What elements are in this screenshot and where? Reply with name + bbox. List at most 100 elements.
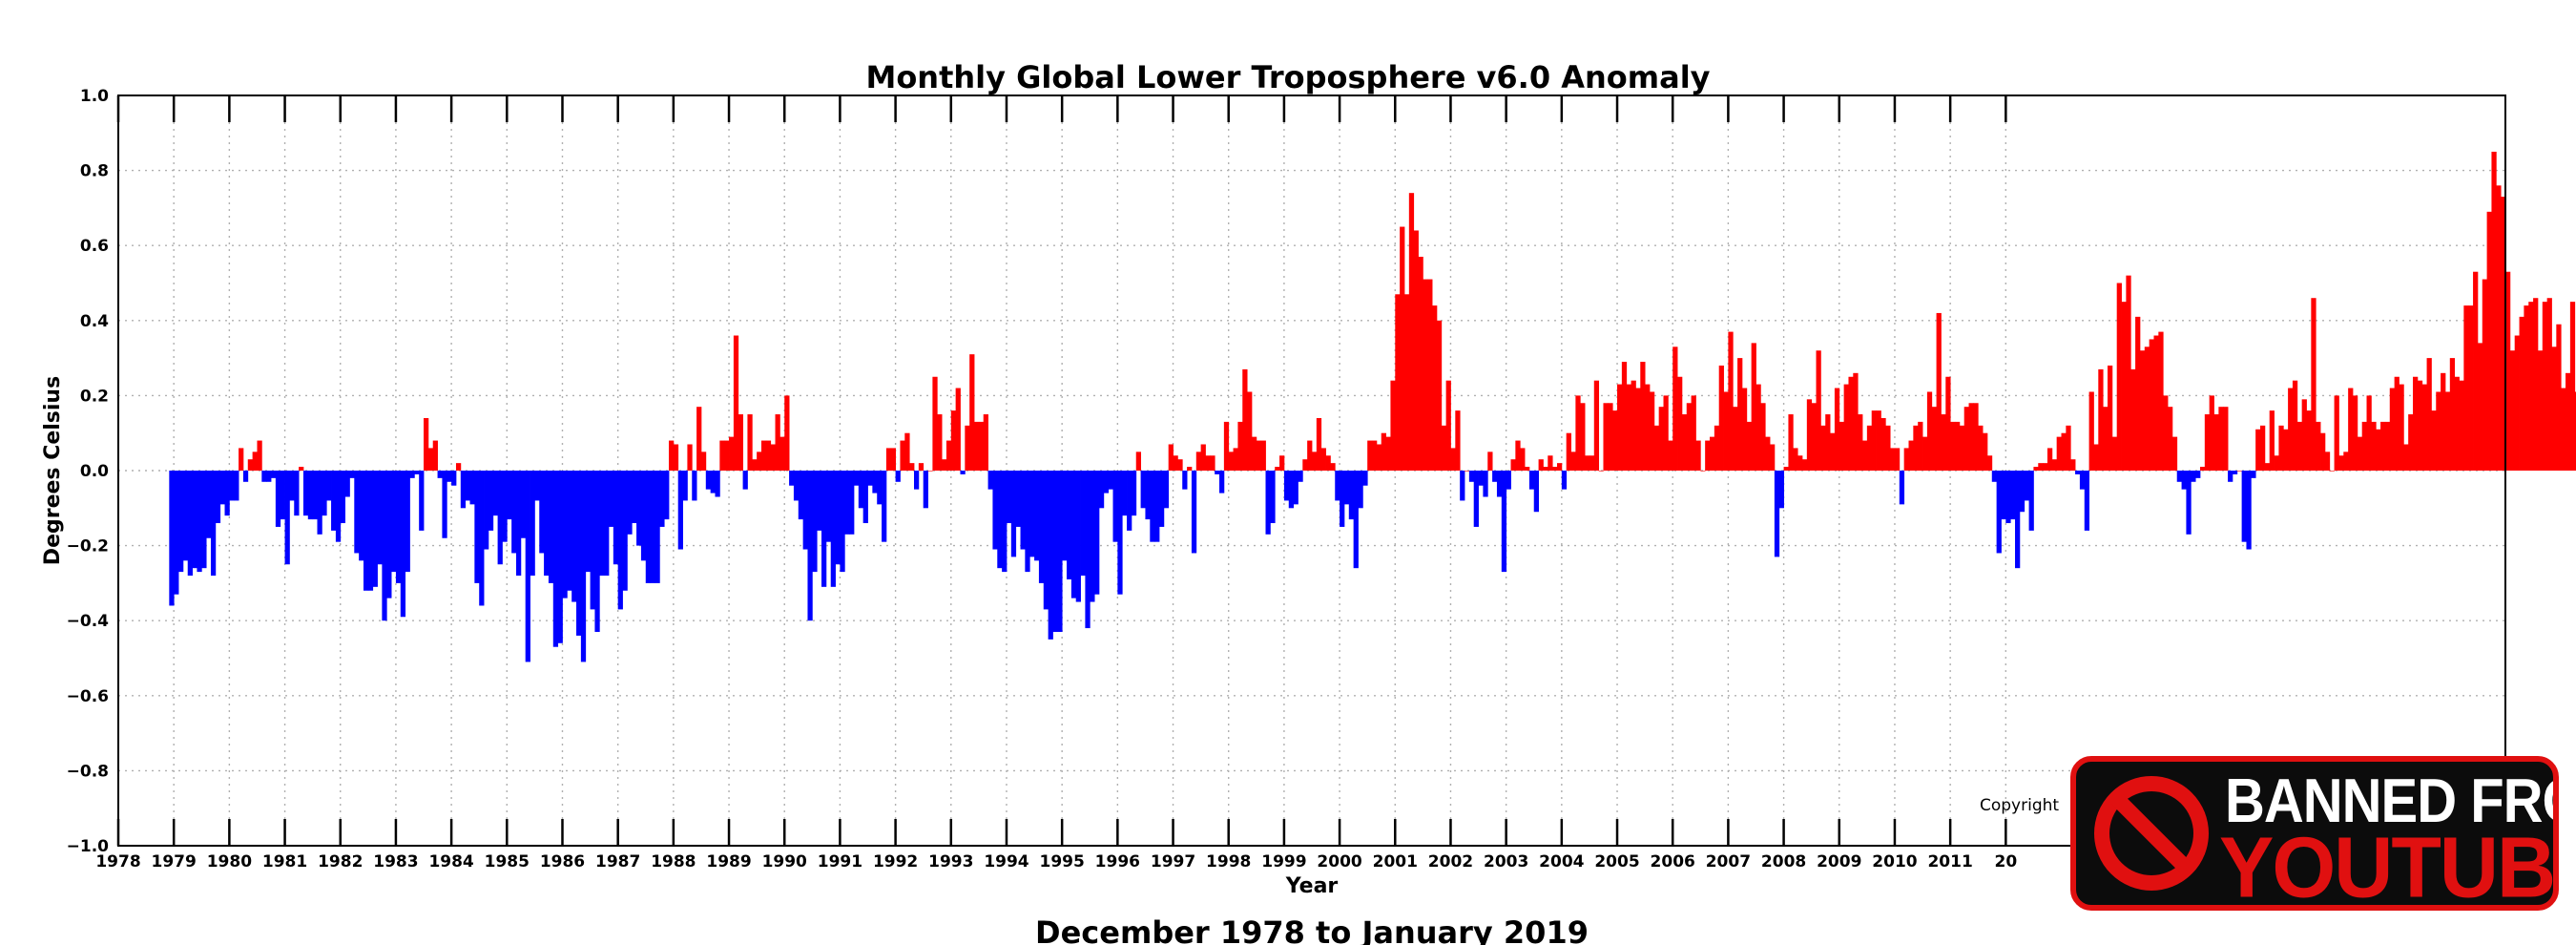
anomaly-bar xyxy=(1455,410,1461,471)
anomaly-bar xyxy=(502,471,508,542)
anomaly-bar xyxy=(1598,471,1604,472)
anomaly-bar xyxy=(507,471,512,520)
anomaly-bar xyxy=(1006,471,1012,524)
anomaly-bar xyxy=(219,471,225,505)
anomaly-bar xyxy=(1645,384,1651,471)
anomaly-bar xyxy=(1432,305,1438,471)
anomaly-bar xyxy=(1413,230,1419,471)
anomaly-bar xyxy=(1880,417,1886,471)
anomaly-bar xyxy=(885,448,892,471)
anomaly-bar xyxy=(1751,343,1756,471)
x-tick-labels: 1978 1979 1980 1981 1982 1983 1984 1985 1986 1987… xyxy=(95,852,2017,872)
anomaly-bar xyxy=(2139,350,2146,471)
anomaly-bar xyxy=(557,471,563,643)
anomaly-bar xyxy=(414,471,420,474)
anomaly-bar xyxy=(1593,380,1600,471)
anomaly-bar xyxy=(239,448,244,471)
anomaly-bar xyxy=(530,471,535,577)
anomaly-bar xyxy=(2468,305,2474,471)
anomaly-bar xyxy=(1986,455,1993,471)
anomaly-bar xyxy=(432,440,438,471)
anomaly-bar xyxy=(1510,459,1516,471)
anomaly-bar xyxy=(890,448,897,471)
anomaly-bar xyxy=(2426,358,2432,471)
y-tick-label: 0.8 xyxy=(80,162,109,181)
anomaly-bar xyxy=(169,471,175,606)
anomaly-bar xyxy=(1173,455,1178,471)
anomaly-bar xyxy=(1686,403,1693,471)
anomaly-bar xyxy=(497,471,503,565)
anomaly-bar xyxy=(1691,395,1696,471)
anomaly-bar xyxy=(2343,452,2349,471)
anomaly-bar xyxy=(1525,467,1530,471)
anomaly-bar xyxy=(479,471,485,606)
y-axis-label: Degrees Celsius xyxy=(41,376,65,565)
anomaly-bar xyxy=(2046,448,2053,471)
x-tick-label: 2003 xyxy=(1484,852,1528,872)
anomaly-bar xyxy=(2413,376,2419,471)
anomaly-bar xyxy=(1903,448,1909,471)
anomaly-bar xyxy=(742,471,748,490)
anomaly-bar xyxy=(2278,425,2284,471)
x-tick-label: 2009 xyxy=(1817,852,1861,872)
anomaly-bar xyxy=(437,471,443,478)
anomaly-bar xyxy=(960,471,966,474)
anomaly-bar xyxy=(1973,403,1979,471)
anomaly-bar xyxy=(821,471,827,587)
anomaly-bar xyxy=(2019,471,2025,513)
anomaly-bar xyxy=(2079,471,2086,490)
anomaly-bar xyxy=(372,471,378,587)
anomaly-bar xyxy=(807,471,813,621)
anomaly-bar xyxy=(2546,298,2552,471)
anomaly-bar xyxy=(673,444,679,471)
anomaly-bar xyxy=(927,471,933,472)
anomaly-bar xyxy=(1820,425,1826,471)
anomaly-bar xyxy=(1233,448,1238,471)
anomaly-bar xyxy=(1806,399,1813,471)
x-tick-label: 2005 xyxy=(1594,852,1639,872)
bar-series xyxy=(169,151,2576,662)
anomaly-bar xyxy=(1390,380,1396,471)
anomaly-bar xyxy=(1150,471,1155,542)
anomaly-bar xyxy=(197,471,202,573)
anomaly-bar xyxy=(280,471,285,520)
anomaly-bar xyxy=(2324,452,2331,471)
anomaly-bar xyxy=(872,471,878,494)
anomaly-bar xyxy=(395,471,402,583)
anomaly-bar xyxy=(696,407,702,471)
anomaly-bar xyxy=(2524,305,2529,471)
anomaly-bar xyxy=(1029,471,1035,557)
y-tick-label: −1.0 xyxy=(67,837,110,856)
anomaly-bar xyxy=(1978,425,1984,471)
anomaly-bar xyxy=(835,471,841,565)
anomaly-bar xyxy=(326,471,332,501)
anomaly-bar xyxy=(539,471,545,554)
anomaly-bar xyxy=(1127,471,1132,531)
anomaly-bar xyxy=(636,471,642,546)
anomaly-bar xyxy=(2103,407,2109,471)
anomaly-bar xyxy=(1760,403,1766,471)
y-tick-label: −0.4 xyxy=(67,612,110,631)
x-tick-label: 1987 xyxy=(595,852,640,872)
anomaly-bar xyxy=(1052,471,1058,632)
x-tick-label: 2001 xyxy=(1373,852,1418,872)
anomaly-bar xyxy=(932,376,938,471)
anomaly-bar xyxy=(622,471,628,591)
anomaly-bar xyxy=(978,421,985,471)
anomaly-bar xyxy=(1506,471,1511,490)
anomaly-bar xyxy=(1626,384,1631,471)
anomaly-bar xyxy=(1408,193,1415,471)
anomaly-bar xyxy=(1279,455,1285,471)
anomaly-bar xyxy=(1135,452,1141,471)
anomaly-bar xyxy=(2195,471,2201,478)
anomaly-bar xyxy=(1677,376,1683,471)
anomaly-bar xyxy=(2348,388,2354,471)
anomaly-bar xyxy=(2569,302,2576,471)
anomaly-bar xyxy=(877,471,883,505)
anomaly-bar xyxy=(909,463,915,471)
anomaly-bar xyxy=(312,471,318,520)
anomaly-bar xyxy=(1991,471,1998,482)
anomaly-bar xyxy=(1103,471,1110,494)
anomaly-bar xyxy=(1496,471,1503,497)
anomaly-bar xyxy=(354,471,360,554)
